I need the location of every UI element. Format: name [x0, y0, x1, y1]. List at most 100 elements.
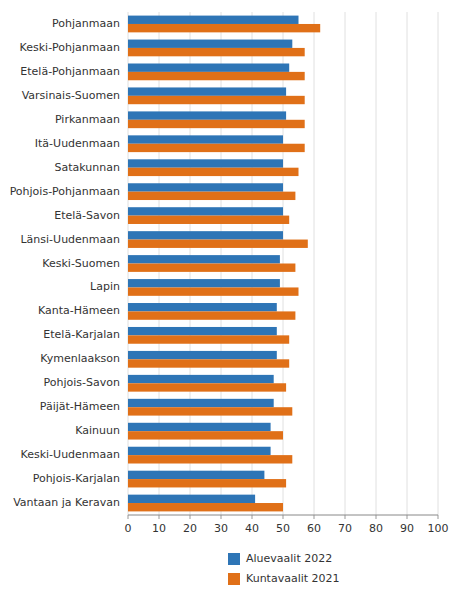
category-label: Kainuun	[75, 424, 120, 437]
grid-line	[407, 12, 408, 515]
legend: Aluevaalit 2022 Kuntavaalit 2021	[228, 552, 340, 585]
bar	[128, 231, 283, 239]
tick-label: 10	[152, 522, 166, 535]
category-label: Vantaan ja Keravan	[13, 496, 120, 509]
y-axis: Pohjanmaan Keski-Pohjanmaan Etelä-Pohjanma…	[10, 17, 120, 509]
bar	[128, 159, 283, 167]
bar	[128, 407, 292, 415]
bar	[128, 264, 295, 272]
tick-mark	[252, 515, 253, 519]
bar	[128, 16, 299, 24]
bar	[128, 183, 283, 191]
grid-line	[314, 12, 315, 515]
legend-swatch	[228, 573, 240, 585]
tick-label: 40	[245, 522, 259, 535]
bars	[128, 16, 320, 512]
grid-line	[376, 12, 377, 515]
bar	[128, 359, 289, 367]
grid	[128, 12, 438, 515]
bar	[128, 495, 255, 503]
category-label: Etelä-Karjalan	[43, 328, 120, 341]
tick-label: 0	[125, 522, 132, 535]
bar	[128, 168, 299, 176]
bar	[128, 503, 283, 511]
category-label: Satakunnan	[55, 161, 120, 174]
bar	[128, 383, 286, 391]
tick-mark	[407, 515, 408, 519]
bar	[128, 240, 308, 248]
bar	[128, 327, 277, 335]
category-label: Keski-Suomen	[42, 257, 120, 270]
category-label: Lapin	[90, 280, 120, 293]
legend-swatch	[228, 553, 240, 565]
bar	[128, 255, 280, 263]
category-label: Etelä-Pohjanmaan	[20, 65, 120, 78]
axis-line	[128, 515, 438, 516]
grid-line	[345, 12, 346, 515]
bar	[128, 207, 283, 215]
category-label: Länsi-Uudenmaan	[20, 233, 120, 246]
bar	[128, 111, 286, 119]
category-label: Kymenlaakson	[40, 352, 120, 365]
bar	[128, 423, 271, 431]
bar	[128, 311, 295, 319]
bar	[128, 287, 299, 295]
tick-mark	[221, 515, 222, 519]
category-label: Kanta-Hämeen	[38, 304, 120, 317]
category-label: Pohjois-Savon	[44, 376, 120, 389]
tick-label: 30	[214, 522, 228, 535]
tick-mark	[438, 515, 439, 519]
bar	[128, 48, 305, 56]
bar	[128, 479, 286, 487]
category-label: Keski-Pohjanmaan	[20, 41, 120, 54]
bar	[128, 144, 305, 152]
tick-label: 100	[428, 522, 449, 535]
category-label: Varsinais-Suomen	[22, 89, 120, 102]
bar	[128, 351, 277, 359]
category-label: Päijät-Hämeen	[40, 400, 120, 413]
tick-mark	[283, 515, 284, 519]
category-label: Pohjois-Pohjanmaan	[10, 185, 120, 198]
tick-mark	[128, 515, 129, 519]
category-label: Keski-Uudenmaan	[21, 448, 121, 461]
category-label: Itä-Uudenmaan	[35, 137, 120, 150]
bar	[128, 303, 277, 311]
category-label: Pohjanmaan	[52, 17, 120, 30]
category-label: Pirkanmaan	[55, 113, 120, 126]
tick-label: 60	[307, 522, 321, 535]
bar	[128, 375, 274, 383]
bar	[128, 135, 283, 143]
category-label: Etelä-Savon	[54, 209, 120, 222]
legend-label: Aluevaalit 2022	[246, 552, 332, 565]
category-label: Pohjois-Karjalan	[33, 472, 120, 485]
bar	[128, 447, 271, 455]
grid-line	[438, 12, 439, 515]
tick-mark	[376, 515, 377, 519]
tick-label: 70	[338, 522, 352, 535]
bar	[128, 431, 283, 439]
bar	[128, 335, 289, 343]
bar	[128, 63, 289, 71]
bar	[128, 455, 292, 463]
x-axis: 0102030405060708090100	[125, 515, 449, 535]
tick-mark	[345, 515, 346, 519]
bar	[128, 72, 305, 80]
bar	[128, 87, 286, 95]
bar	[128, 471, 264, 479]
tick-label: 20	[183, 522, 197, 535]
tick-label: 50	[276, 522, 290, 535]
bar	[128, 96, 305, 104]
bar	[128, 192, 295, 200]
bar	[128, 216, 289, 224]
bar	[128, 279, 280, 287]
chart-container: 0102030405060708090100PohjanmaanKeski-Po…	[0, 0, 454, 605]
bar	[128, 399, 274, 407]
legend-label: Kuntavaalit 2021	[246, 572, 340, 585]
tick-mark	[314, 515, 315, 519]
tick-label: 90	[400, 522, 414, 535]
bar	[128, 24, 320, 32]
tick-mark	[159, 515, 160, 519]
bar	[128, 40, 292, 48]
tick-mark	[190, 515, 191, 519]
chart: 0102030405060708090100PohjanmaanKeski-Po…	[0, 0, 454, 605]
